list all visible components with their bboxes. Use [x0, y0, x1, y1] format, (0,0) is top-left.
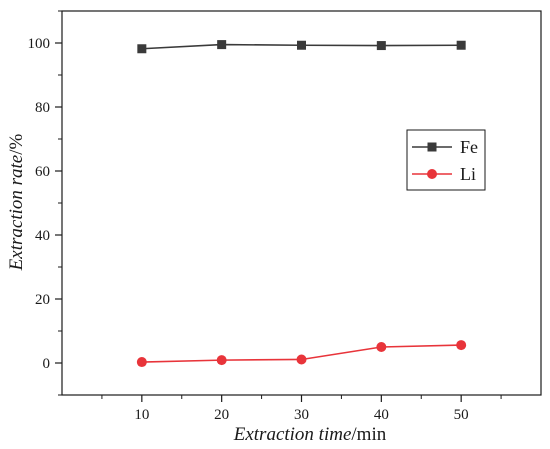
y-tick-label: 80: [35, 100, 50, 116]
data-point-fe: [297, 40, 306, 50]
data-point-li: [456, 340, 467, 351]
y-tick-label: 100: [28, 36, 51, 52]
plot-frame: [61, 10, 542, 396]
legend-label-fe: Fe: [460, 137, 478, 157]
x-tick-label: 50: [454, 407, 469, 423]
data-point-li: [216, 355, 227, 366]
y-axis-ticks: 0 20 40 60 80 100: [28, 10, 62, 396]
data-point-li: [296, 354, 307, 365]
data-point-fe: [217, 40, 227, 50]
x-axis-title: Extraction time/min: [233, 424, 387, 445]
legend-label-li: Li: [460, 164, 476, 184]
y-tick-label: 40: [35, 228, 50, 244]
data-point-fe: [376, 41, 386, 51]
y-tick-label: 0: [43, 356, 51, 372]
legend: Fe Li: [406, 129, 486, 191]
data-point-fe: [456, 40, 466, 50]
legend-box: [406, 129, 486, 191]
x-tick-label: 40: [374, 407, 389, 423]
x-tick-label: 30: [294, 407, 309, 423]
legend-marker-fe: [427, 142, 437, 152]
series-layer: [136, 40, 467, 368]
x-tick-label: 20: [214, 407, 229, 423]
x-tick-label: 10: [134, 407, 149, 423]
data-point-li: [136, 357, 147, 368]
data-point-fe: [137, 44, 147, 54]
y-axis-title: Extraction rate/%: [6, 133, 27, 271]
legend-marker-li: [427, 169, 437, 179]
x-axis-ticks: 10 20 30 40 50: [101, 395, 502, 423]
y-tick-label: 60: [35, 164, 50, 180]
data-point-li: [376, 342, 387, 352]
y-tick-label: 20: [35, 292, 50, 308]
